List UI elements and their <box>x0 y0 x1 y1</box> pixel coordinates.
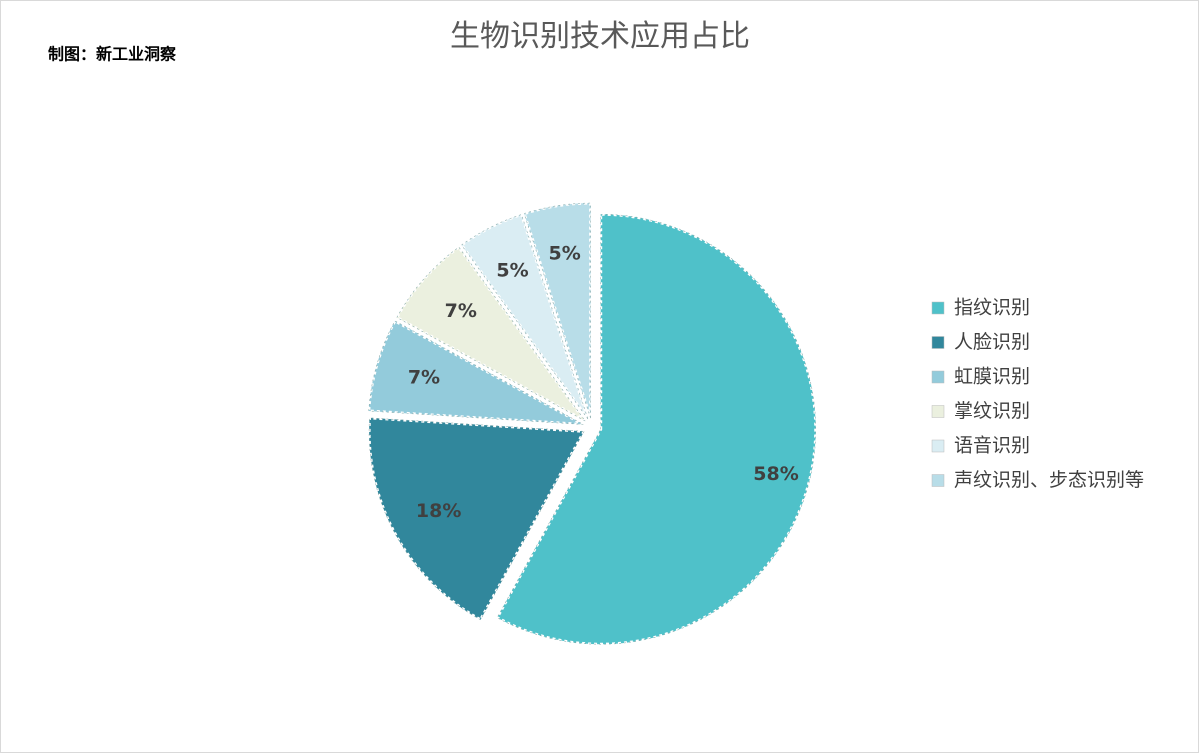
legend-marker <box>931 336 945 349</box>
pie-slice-edge <box>523 202 591 419</box>
pie-slice <box>367 318 585 426</box>
data-label: 18% <box>416 500 461 522</box>
legend-marker <box>931 370 945 384</box>
legend-label: 掌纹识别 <box>954 400 1030 422</box>
pie-slice-edge <box>368 417 585 621</box>
legend-label: 指纹识别 <box>954 297 1030 319</box>
pie-slice <box>394 245 587 423</box>
legend-label: 声纹识别、步态识别等 <box>954 469 1144 491</box>
data-label: 5% <box>496 260 528 282</box>
legend-marker <box>931 301 945 315</box>
legend-marker <box>931 474 945 487</box>
legend-marker <box>931 439 945 453</box>
pie-slice-edge <box>461 214 589 420</box>
pie-slice-edge <box>368 320 584 425</box>
pie-slice <box>522 201 593 419</box>
data-label: 7% <box>445 300 477 322</box>
pie-slice <box>459 212 590 420</box>
pie-slice-edge <box>396 246 586 422</box>
legend-label: 人脸识别 <box>954 331 1030 353</box>
legend-marker <box>931 405 945 418</box>
legend-label: 虹膜识别 <box>954 366 1030 388</box>
data-label: 7% <box>408 367 440 389</box>
pie-slice-edge <box>496 213 817 645</box>
chart-title: 生物识别技术应用占比 <box>450 19 750 54</box>
data-label: 5% <box>548 243 580 265</box>
data-label: 58% <box>753 463 798 485</box>
chart-subtitle: 制图：新工业洞察 <box>48 45 177 64</box>
legend-label: 语音识别 <box>954 435 1030 457</box>
